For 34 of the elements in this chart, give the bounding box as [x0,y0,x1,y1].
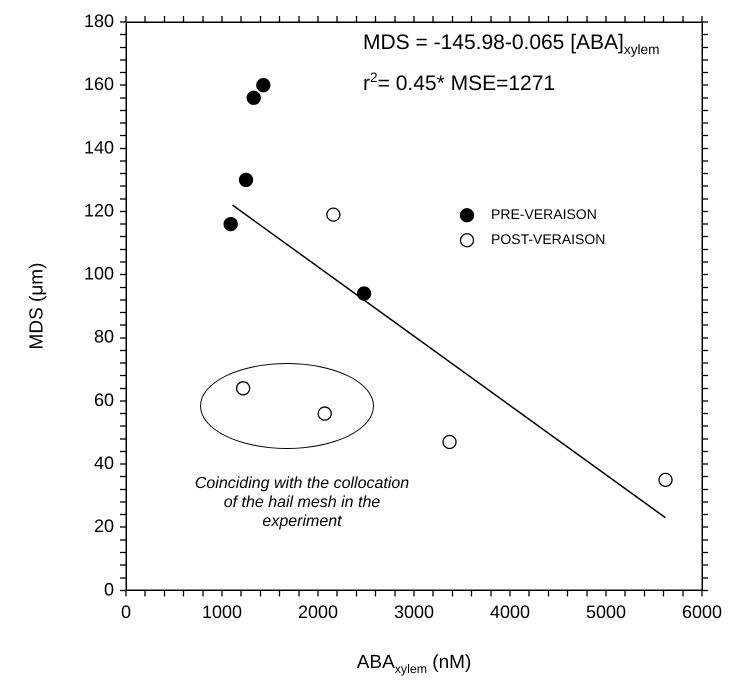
y-tick-label: 160 [84,74,114,94]
point [236,381,250,396]
legend-label: POST-VERAISON [491,231,606,248]
y-tick-label: 60 [94,390,114,410]
annotation: r$^{2}$= 0.45* MSE=1271 [363,70,556,96]
x-tick-label: 1000 [202,602,242,622]
y-tick-label: 100 [84,264,114,284]
point [318,406,332,421]
y-tick-label: 120 [84,200,114,220]
x-tick-label: 2000 [298,602,338,622]
point [356,286,372,301]
y-tick-label: 180 [84,10,114,31]
point [256,78,270,92]
y-axis-title: MDS (μm) [26,262,49,350]
x-axis-title: ABA$_{xylem}$ (nM) [356,652,472,677]
y-tick-label: 20 [94,516,114,536]
point [658,472,673,488]
point [442,434,457,450]
x-tick-label: 3000 [394,602,434,622]
legend-label: PRE-VERAISON [491,206,597,222]
annotation: MDS = -145.98-0.065 [ABA]$_{xylem}$ [363,30,660,59]
point [224,216,238,232]
y-tick-label: 80 [94,326,114,347]
y-tick-label: 40 [94,453,114,474]
annotation: Coinciding with the collocation of the hail mesh in the experiment [194,474,410,532]
y-tick-label: 0 [104,579,114,600]
x-tick-label: 5000 [586,602,626,622]
y-tick-label: 140 [84,137,114,158]
point [238,172,254,188]
point [326,207,341,222]
x-tick-label: 6000 [682,602,722,622]
x-tick-label: 4000 [490,602,530,622]
x-tick-label: 0 [121,602,132,622]
point [246,90,261,105]
